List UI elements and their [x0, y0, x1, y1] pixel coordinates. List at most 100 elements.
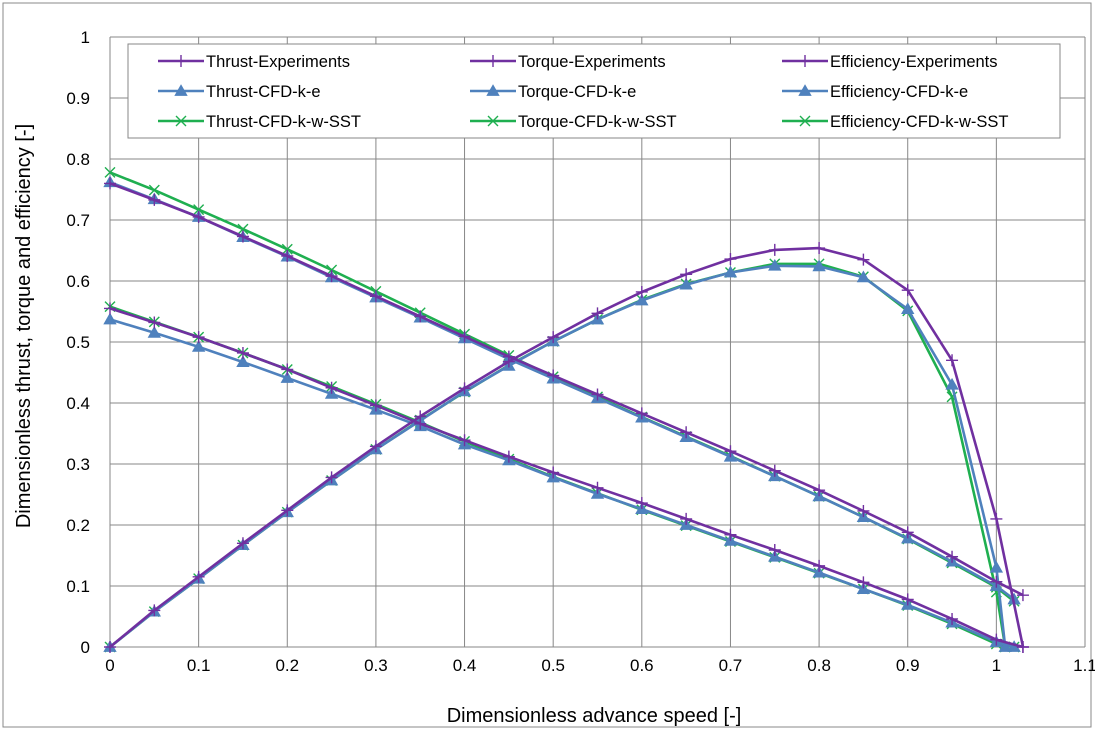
plus-marker	[768, 464, 781, 477]
plus-marker	[680, 426, 693, 439]
legend-item: Efficiency-CFD-k-w-SST	[782, 113, 1008, 131]
y-tick-label: 0.8	[66, 150, 90, 169]
plus-marker	[946, 550, 959, 563]
plus-marker	[104, 302, 116, 315]
legend-item: Thrust-Experiments	[158, 53, 350, 71]
plus-marker	[813, 559, 826, 572]
plus-marker	[325, 381, 338, 394]
plus-marker	[680, 512, 693, 525]
legend-item: Efficiency-Experiments	[782, 53, 998, 71]
x-marker	[799, 115, 811, 127]
x-marker	[104, 166, 116, 178]
x-tick-label: 0	[105, 656, 114, 675]
x-marker	[193, 204, 205, 216]
y-tick-label: 0.4	[66, 394, 90, 413]
plus-marker	[946, 354, 959, 367]
y-tick-label: 0.5	[66, 333, 90, 352]
x-axis-title: Dimensionless advance speed [-]	[447, 705, 742, 727]
plus-marker	[547, 331, 560, 344]
triangle-marker	[635, 293, 649, 306]
x-tick-label: 0.4	[453, 656, 477, 675]
legend-label: Thrust-CFD-k-w-SST	[206, 113, 361, 131]
plus-marker	[487, 55, 499, 67]
plus-marker	[325, 471, 338, 484]
triangle-marker	[174, 84, 188, 96]
plus-marker	[192, 570, 205, 583]
legend-item: Efficiency-CFD-k-e	[782, 83, 968, 101]
triangle-marker	[236, 355, 250, 368]
plus-marker	[799, 55, 811, 67]
plus-marker	[236, 537, 249, 550]
plus-marker	[547, 369, 560, 382]
x-tick-label: 0.6	[630, 656, 654, 675]
plus-marker	[547, 466, 560, 479]
plus-marker	[768, 243, 781, 256]
x-axis-tick-labels: 0 0.1 0.2 0.3 0.4 0.5 0.6 0.7 0.8 0.9 1 1.1	[105, 656, 1095, 675]
plus-marker	[458, 382, 471, 395]
legend-label: Efficiency-CFD-k-e	[830, 83, 968, 101]
plus-marker	[990, 633, 1003, 646]
series-line	[109, 318, 1015, 649]
plus-marker	[901, 593, 914, 606]
triangle-marker	[103, 312, 117, 325]
triangle-marker	[679, 277, 693, 290]
legend-label: Torque-CFD-k-e	[518, 83, 636, 101]
triangle-marker	[812, 259, 826, 272]
series-line	[109, 307, 1024, 649]
plus-marker	[591, 481, 604, 494]
triangle-marker	[945, 377, 959, 390]
series-efficiency-experiments	[104, 242, 1029, 653]
plus-marker	[680, 268, 693, 281]
triangle-marker	[147, 326, 162, 338]
plus-marker	[635, 285, 648, 298]
plus-marker	[1016, 641, 1029, 653]
y-axis-title: Dimensionless thrust, torque and efficie…	[13, 124, 35, 528]
plus-marker	[857, 504, 870, 517]
plus-marker	[768, 544, 781, 557]
plus-marker	[502, 450, 515, 463]
triangle-marker	[280, 371, 294, 383]
plus-marker	[990, 575, 1003, 588]
plus-marker	[813, 484, 826, 497]
plus-marker	[591, 307, 604, 320]
x-tick-label: 0.9	[896, 656, 920, 675]
plus-marker	[148, 604, 161, 617]
legend-label: Thrust-Experiments	[206, 53, 350, 71]
legend-label: Torque-CFD-k-w-SST	[518, 113, 677, 131]
plus-marker	[724, 528, 737, 541]
plus-marker	[325, 270, 338, 283]
plus-marker	[901, 284, 914, 297]
y-tick-label: 0.1	[66, 577, 90, 596]
x-tick-label: 0.8	[807, 656, 831, 675]
legend-label: Efficiency-CFD-k-w-SST	[830, 113, 1008, 131]
plus-marker	[175, 55, 187, 67]
plus-marker	[369, 440, 382, 453]
triangle-marker	[998, 640, 1012, 652]
plus-marker	[724, 253, 737, 266]
legend-item: Torque-Experiments	[470, 53, 666, 71]
triangle-marker	[856, 270, 871, 283]
x-tick-label: 0.3	[364, 656, 388, 675]
plus-marker	[901, 526, 914, 539]
x-tick-label: 0.2	[275, 656, 299, 675]
plus-marker	[857, 253, 870, 266]
series-line	[109, 264, 1007, 649]
legend-item: Torque-CFD-k-e	[470, 83, 636, 101]
y-axis-tick-labels: 0 0.1 0.2 0.3 0.4 0.5 0.6 0.7 0.8 0.9 1	[66, 28, 90, 657]
y-tick-label: 0.3	[66, 455, 90, 474]
x-tick-label: 1.1	[1073, 656, 1095, 675]
y-tick-label: 1	[81, 28, 90, 47]
y-tick-label: 0.7	[66, 211, 90, 230]
plus-marker	[192, 331, 205, 344]
x-marker	[148, 184, 160, 196]
x-marker	[237, 223, 249, 235]
plus-marker	[236, 346, 249, 359]
plus-marker	[502, 355, 515, 368]
y-tick-label: 0	[81, 638, 90, 657]
triangle-marker	[191, 340, 206, 352]
legend-item: Torque-CFD-k-w-SST	[470, 113, 677, 131]
plus-marker	[148, 316, 161, 329]
series-torque-experiments	[104, 302, 1029, 653]
plus-marker	[990, 512, 1003, 525]
